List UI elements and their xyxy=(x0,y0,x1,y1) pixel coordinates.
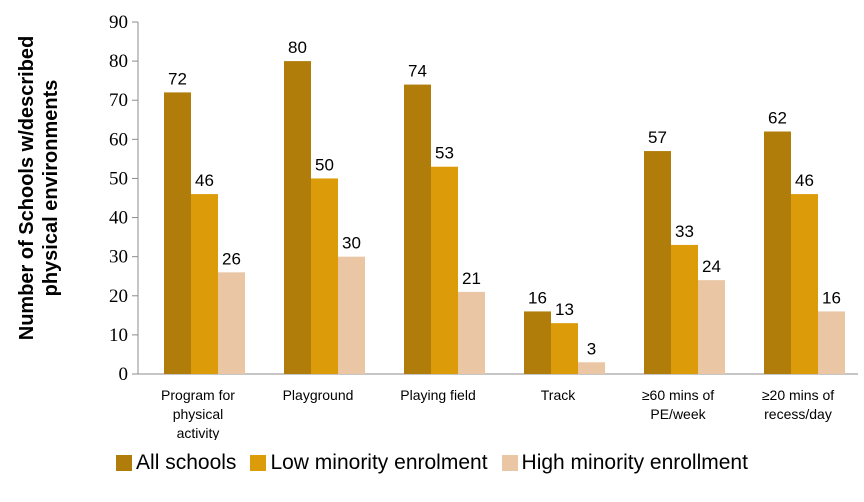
data-label: 80 xyxy=(288,38,307,57)
data-label: 26 xyxy=(222,249,241,268)
data-label: 62 xyxy=(768,109,787,128)
x-category-label: ≥60 mins of xyxy=(642,387,714,403)
x-category-label: Playground xyxy=(283,387,354,403)
bar xyxy=(764,131,791,374)
data-label: 13 xyxy=(555,300,574,319)
y-tick-label: 80 xyxy=(109,51,128,72)
legend-item: Low minority enrolment xyxy=(250,451,488,475)
data-label: 46 xyxy=(195,171,214,190)
legend-label: All schools xyxy=(136,451,237,474)
x-category-label: Track xyxy=(541,387,576,403)
legend-item: All schools xyxy=(116,451,236,475)
bar xyxy=(284,61,311,374)
x-category-label: Playing field xyxy=(400,387,476,403)
chart-legend: All schools Low minority enrolment High mi… xyxy=(0,448,864,478)
bar xyxy=(311,178,338,374)
bar xyxy=(191,194,218,374)
x-category-label: Program for xyxy=(161,387,235,403)
data-label: 53 xyxy=(435,144,454,163)
y-tick-label: 70 xyxy=(109,90,128,111)
data-label: 72 xyxy=(168,69,187,88)
y-tick-label: 30 xyxy=(109,247,128,268)
bar xyxy=(644,151,671,374)
data-label: 46 xyxy=(795,171,814,190)
chart-axes: 0 10 20 30 40 50 60 70 80 90 Number of Schools w/d… xyxy=(16,12,858,385)
y-axis-label-line: Number of Schools w/described xyxy=(16,36,38,341)
y-axis-label: Number of Schools w/described physical en… xyxy=(16,36,62,341)
data-label: 50 xyxy=(315,155,334,174)
bar xyxy=(578,362,605,374)
data-label: 57 xyxy=(648,128,667,147)
data-label: 30 xyxy=(342,234,361,253)
data-label: 33 xyxy=(675,222,694,241)
data-label: 74 xyxy=(408,62,427,81)
legend-label: High minority enrollment xyxy=(521,451,748,474)
bar xyxy=(404,84,431,375)
y-tick-label: 40 xyxy=(109,208,128,229)
y-tick-label: 20 xyxy=(109,286,128,307)
bar-chart: 0 10 20 30 40 50 60 70 80 90 Number of Schools w/d… xyxy=(16,12,858,440)
bar xyxy=(698,280,725,374)
chart-bars xyxy=(164,61,845,375)
bar xyxy=(671,244,698,374)
data-label: 16 xyxy=(822,288,841,307)
bar xyxy=(818,311,845,374)
bar xyxy=(218,272,245,374)
y-tick-label: 50 xyxy=(109,168,128,189)
bar xyxy=(551,323,578,374)
legend-swatch xyxy=(501,455,518,471)
chart-labels: 72 46 26 Program for physical activity 80 50 30 P… xyxy=(161,38,841,440)
x-category-label: ≥20 mins of xyxy=(762,387,834,403)
y-tick-label: 90 xyxy=(109,12,128,33)
legend-swatch xyxy=(116,455,133,471)
legend-swatch xyxy=(250,455,267,471)
data-label: 21 xyxy=(462,269,481,288)
data-label: 24 xyxy=(702,257,721,276)
x-category-label: PE/week xyxy=(650,406,706,422)
x-category-label: physical xyxy=(173,406,224,422)
bar xyxy=(431,166,458,374)
bar xyxy=(458,291,485,374)
legend-item: High minority enrollment xyxy=(501,451,748,475)
y-axis-label-line: physical environments xyxy=(40,80,62,297)
bar xyxy=(164,92,191,375)
bar xyxy=(524,311,551,374)
data-label: 3 xyxy=(587,339,596,358)
x-category-label: activity xyxy=(177,425,220,440)
y-tick-label: 10 xyxy=(109,325,128,346)
data-label: 16 xyxy=(528,288,547,307)
y-tick-label: 60 xyxy=(109,129,128,150)
bar xyxy=(338,256,365,374)
x-category-label: recess/day xyxy=(764,406,832,422)
bar xyxy=(791,194,818,374)
y-tick-label: 0 xyxy=(119,364,129,385)
legend-label: Low minority enrolment xyxy=(270,451,488,474)
